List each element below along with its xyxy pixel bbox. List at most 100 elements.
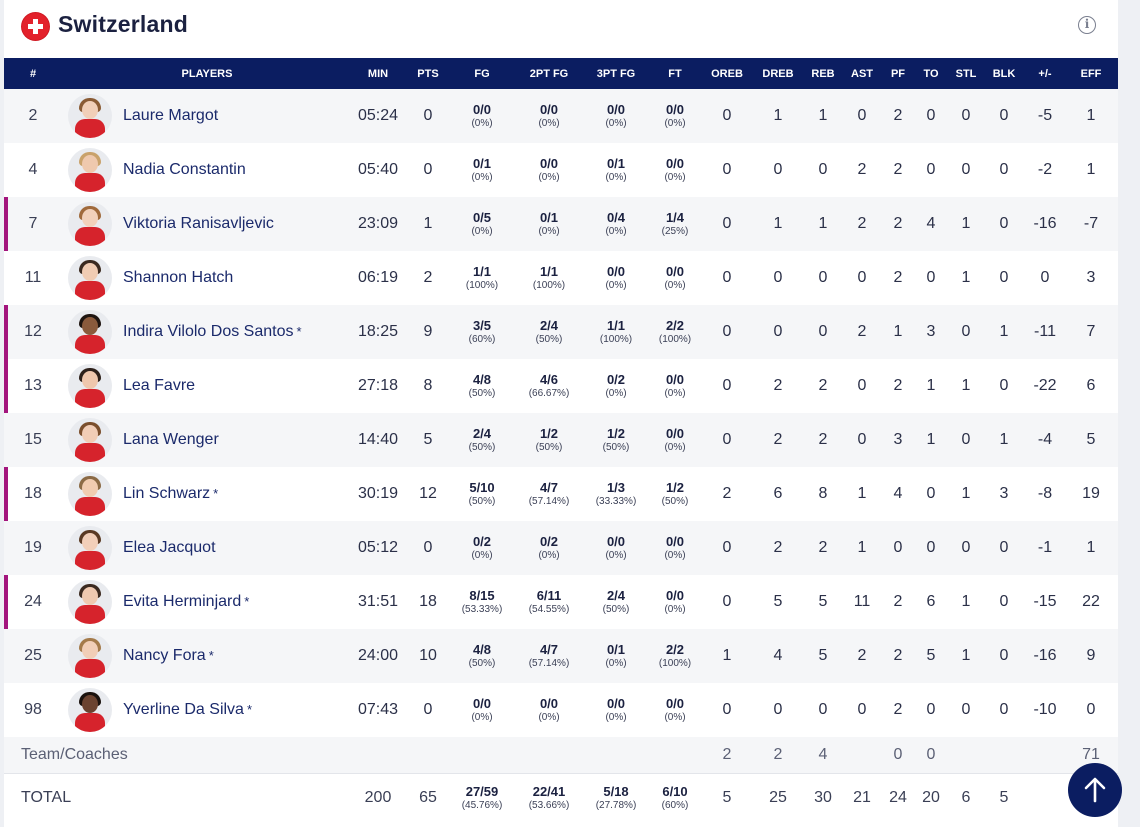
player-avatar[interactable] [68, 94, 112, 138]
player-row[interactable]: 15 Lana Wenger 14:40 5 2/4 (50%) 1/2 (50%) 1/2 (5… [4, 413, 1118, 467]
player-name-link[interactable]: Yverline Da Silva [123, 701, 244, 718]
player-name-link[interactable]: Nancy Fora [123, 647, 206, 664]
stat-blk: 1 [999, 431, 1009, 448]
avatar-head [82, 317, 98, 335]
column-header-reb[interactable]: REB [811, 67, 835, 80]
column-header-oreb[interactable]: OREB [711, 67, 743, 80]
team-stat-reb: 4 [818, 745, 828, 763]
player-name-link[interactable]: Viktoria Ranisavljevic [123, 215, 274, 232]
stat-dreb: 0 [773, 323, 783, 340]
avatar-head [82, 533, 98, 551]
column-header-plusminus[interactable]: +/- [1038, 67, 1052, 80]
stat-fg: 8/15 (53.33%) [452, 575, 512, 629]
stat-ft: 0/0 (0%) [646, 521, 704, 575]
player-avatar[interactable] [68, 202, 112, 246]
stat-fg-made-attempted: 3/5 [472, 317, 492, 333]
column-header-dreb[interactable]: DREB [762, 67, 794, 80]
player-row[interactable]: 98 Yverline Da Silva * 07:43 0 0/0 (0%) 0/0 (0%)… [4, 683, 1118, 737]
stat-eff: 7 [1086, 323, 1096, 340]
player-name-link[interactable]: Nadia Constantin [123, 161, 246, 178]
player-avatar[interactable] [68, 148, 112, 192]
player-name-link[interactable]: Elea Jacquot [123, 539, 216, 556]
column-header-min[interactable]: MIN [367, 67, 389, 80]
column-header-to[interactable]: TO [923, 67, 939, 80]
player-number: 24 [4, 575, 62, 629]
player-row[interactable]: 7 Viktoria Ranisavljevic 23:09 1 0/5 (0%) 0/1(… [4, 197, 1118, 251]
column-header-pts[interactable]: PTS [417, 67, 439, 80]
player-avatar[interactable] [68, 526, 112, 570]
player-row[interactable]: 18 Lin Schwarz * 30:19 12 5/10 (50%) 4/7 (57.14%… [4, 467, 1118, 521]
stat-ast: 1 [857, 485, 867, 502]
stat-pts: 10 [419, 647, 437, 664]
player-avatar[interactable] [68, 580, 112, 624]
stat-2pt-fg-made-attempted: 0/0 [539, 101, 559, 117]
player-name-link[interactable]: Evita Herminjard [123, 593, 242, 610]
player-row[interactable]: 25 Nancy Fora * 24:00 10 4/8 (50%) 4/7 (57.14%) 0… [4, 629, 1118, 683]
stat-to: 1 [926, 431, 936, 448]
stat-ast: 2 [857, 647, 867, 664]
player-avatar[interactable] [68, 688, 112, 732]
stat-dreb: 6 [773, 485, 783, 502]
stat-reb: 0 [818, 701, 828, 718]
stat-stl: 1 [961, 647, 971, 664]
stat-fg-percent: (0%) [471, 171, 493, 183]
stat-eff: 1 [1086, 107, 1096, 124]
column-header-fg2[interactable]: 2PT FG [529, 67, 569, 80]
player-avatar[interactable] [68, 256, 112, 300]
column-header-eff[interactable]: EFF [1080, 67, 1102, 80]
player-row[interactable]: 11 Shannon Hatch 06:19 2 1/1 (100%) 1/1 (100%) 0… [4, 251, 1118, 305]
player-name-link[interactable]: Laure Margot [123, 107, 219, 124]
stat-pm: -11 [1034, 323, 1056, 340]
stat-pm: -16 [1033, 647, 1057, 664]
stat-3pt-fg-percent: (0%) [605, 225, 627, 237]
player-name-link[interactable]: Lea Favre [123, 377, 196, 394]
stat-2pt-fg-made-attempted: 4/6 [539, 371, 559, 387]
stat-fg-made-attempted: 8/15 [469, 587, 495, 603]
column-header-pf[interactable]: PF [890, 67, 906, 80]
stat-ast: 0 [857, 269, 867, 286]
player-row[interactable]: 24 Evita Herminjard * 31:51 18 8/15 (53.33%) 6/… [4, 575, 1118, 629]
stat-eff: 5 [1086, 431, 1096, 448]
column-header-ast[interactable]: AST [851, 67, 873, 80]
player-name-link[interactable]: Lana Wenger [123, 431, 219, 448]
scroll-to-top-button[interactable] [1068, 763, 1122, 817]
player-row[interactable]: 2 Laure Margot 05:24 0 0/0 (0%) 0/0 (0%) 0/0 (0%)… [4, 89, 1118, 143]
stat-pts: 18 [419, 593, 437, 610]
column-header-fg[interactable]: FG [474, 67, 490, 80]
avatar-head [82, 425, 98, 443]
column-header-players[interactable]: PLAYERS [181, 67, 233, 80]
stat-3pt-fg: 0/0 (0%) [586, 89, 646, 143]
player-row[interactable]: 4 Nadia Constantin 05:40 0 0/1 (0%) 0/0 (0%) 0/1… [4, 143, 1118, 197]
stat-3pt-fg-percent: (0%) [605, 387, 627, 399]
player-avatar[interactable] [68, 310, 112, 354]
player-name-link[interactable]: Shannon Hatch [123, 269, 234, 286]
player-name-link[interactable]: Lin Schwarz [123, 485, 211, 502]
stat-ft: 2/2 (100%) [646, 629, 704, 683]
stat-pf: 2 [893, 215, 903, 232]
player-avatar[interactable] [68, 472, 112, 516]
stat-ast: 0 [857, 107, 867, 124]
player-avatar[interactable] [68, 418, 112, 462]
player-cell: Evita Herminjard * [62, 575, 352, 629]
player-name-link[interactable]: Indira Vilolo Dos Santos [123, 323, 294, 340]
column-header-ft[interactable]: FT [668, 67, 682, 80]
column-header-num[interactable]: # [29, 67, 37, 80]
stat-eff: -7 [1083, 215, 1099, 232]
stat-min: 05:40 [357, 161, 399, 178]
column-header-blk[interactable]: BLK [992, 67, 1016, 80]
player-number: 4 [28, 161, 38, 178]
player-row[interactable]: 12 Indira Vilolo Dos Santos * 18:25 9 3/5 (60%… [4, 305, 1118, 359]
stat-ft-percent: (50%) [661, 495, 689, 507]
table-header: # PLAYERS MIN PTS FG 2PT FG 3PT FG FT OREB DREB RE… [4, 58, 1118, 89]
stat-blk: 0 [999, 647, 1009, 664]
info-icon[interactable]: i [1078, 16, 1096, 34]
stat-2pt-fg: 2/4 (50%) [512, 305, 586, 359]
player-row[interactable]: 19 Elea Jacquot 05:12 0 0/2 (0%) 0/2 (0%) 0/0 (0%… [4, 521, 1118, 575]
stat-3pt-fg-percent: (0%) [605, 117, 627, 129]
column-header-stl[interactable]: STL [955, 67, 977, 80]
player-avatar[interactable] [68, 634, 112, 678]
player-row[interactable]: 13 Lea Favre 27:18 8 4/8 (50%) 4/6 (66.67%) 0/2(… [4, 359, 1118, 413]
stat-oreb: 2 [722, 485, 732, 502]
player-avatar[interactable] [68, 364, 112, 408]
column-header-fg3[interactable]: 3PT FG [596, 67, 636, 80]
